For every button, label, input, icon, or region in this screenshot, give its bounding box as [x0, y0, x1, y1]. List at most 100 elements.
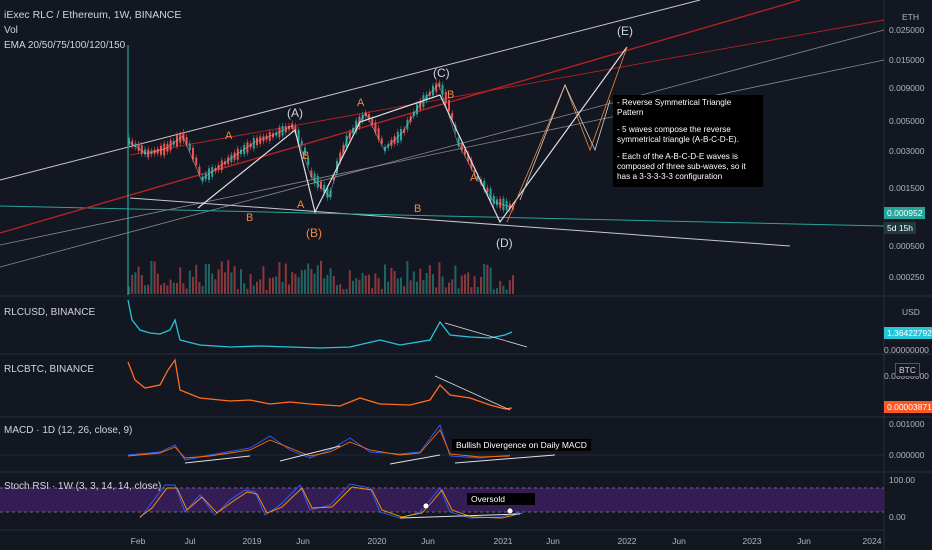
- subwave-b: B: [447, 89, 455, 101]
- volume-bar: [176, 282, 178, 294]
- wave-label-e: (E): [617, 24, 633, 38]
- volume-bar: [316, 265, 319, 294]
- macd-divergence-line-2: [279, 445, 341, 462]
- chart-title: iExec RLC / Ethereum, 1W, BINANCE: [4, 9, 182, 21]
- volume-bar: [313, 273, 316, 294]
- macd-divergence-line-1: [184, 455, 251, 464]
- volume-bar: [505, 289, 508, 294]
- volume-bar: [246, 288, 249, 294]
- volume-bar: [355, 278, 358, 294]
- pattern-note: - Reverse Symmetrical Triangle Pattern -…: [613, 95, 763, 187]
- macd-annotation: Bullish Divergence on Daily MACD: [452, 439, 591, 451]
- volume-bar: [332, 275, 335, 294]
- volume-bar: [182, 283, 185, 294]
- volume-bar: [240, 269, 242, 294]
- volume-bar: [412, 271, 415, 294]
- volume-bar: [140, 275, 143, 294]
- volume-bar: [131, 274, 134, 294]
- stoch-top: 100.00: [889, 475, 915, 485]
- volume-bar: [153, 261, 156, 294]
- time-tick: Jun: [546, 536, 560, 546]
- wave-label-a-paren: (A): [287, 106, 303, 120]
- volume-bar: [345, 288, 348, 294]
- volume-bar: [281, 281, 284, 294]
- rlcbtc-currency: BTC: [895, 363, 920, 377]
- rlcusd-title: RLCUSD, BINANCE: [4, 307, 96, 318]
- volume-bar: [160, 284, 162, 294]
- stoch-title: Stoch RSI · 1W (3, 3, 14, 14, close): [4, 481, 162, 492]
- rlcusd-currency: USD: [902, 307, 920, 317]
- volume-bar: [454, 265, 457, 294]
- subwave-a: A: [357, 97, 365, 109]
- time-tick: Jun: [672, 536, 686, 546]
- volume-bar: [227, 260, 230, 294]
- rlcbtc-last-tag: 0.00003871: [884, 401, 932, 413]
- volume-bar: [364, 275, 367, 294]
- volume-bar: [406, 261, 409, 294]
- volume-bar: [476, 287, 479, 294]
- volume-bar: [211, 273, 214, 294]
- time-tick: Jul: [184, 536, 196, 546]
- red-trend-line-2: [129, 19, 885, 156]
- volume-bar: [163, 283, 166, 294]
- volume-bar: [352, 280, 354, 294]
- volume-bar: [508, 280, 511, 294]
- volume-bar: [144, 285, 146, 294]
- volume-bar: [294, 273, 297, 294]
- subwave-b: B: [246, 212, 254, 224]
- volume-bar: [492, 289, 495, 294]
- volume-bar: [448, 282, 450, 294]
- volume-bar: [166, 285, 169, 294]
- volume-bar: [156, 273, 159, 294]
- volume-bar: [214, 279, 217, 294]
- red-trend-line-1: [0, 0, 801, 234]
- volume-bar: [339, 283, 342, 294]
- volume-bar: [185, 288, 188, 294]
- wave-zigzag: [197, 46, 628, 224]
- volume-bar: [483, 263, 486, 294]
- macd-divergence-line-4: [454, 454, 556, 464]
- volume-bar: [396, 278, 399, 294]
- volume-bar: [460, 275, 463, 294]
- volume-bar: [486, 264, 489, 294]
- volume-bar: [336, 285, 338, 294]
- volume-bar: [384, 264, 386, 294]
- volume-bar: [473, 276, 476, 294]
- volume-bar: [326, 274, 329, 294]
- volume-bar: [425, 272, 428, 294]
- projection-zigzag-2: [519, 83, 611, 201]
- volume-bar: [323, 278, 326, 294]
- stoch-annotation: Oversold: [467, 493, 535, 505]
- wave-label-d-paren: (D): [496, 236, 513, 250]
- subwave-b: B: [302, 150, 310, 162]
- volume-bar: [192, 276, 194, 294]
- macd-title: MACD · 1D (12, 26, close, 9): [4, 425, 133, 436]
- vol-label: Vol: [4, 25, 18, 36]
- volume-bar: [457, 288, 460, 294]
- upper-channel-line: [0, 0, 701, 181]
- macd-signal: [127, 429, 511, 459]
- ema-label: EMA 20/50/75/100/120/150: [4, 40, 126, 51]
- volume-bar: [329, 268, 332, 294]
- price-tick: 0.005000: [889, 116, 925, 126]
- note-line-3: - Each of the A-B-C-D-E waves is compose…: [617, 152, 746, 181]
- volume-bar: [348, 270, 351, 294]
- volume-bar: [358, 279, 361, 294]
- volume-bar: [393, 271, 396, 294]
- currency-label: ETH: [902, 12, 919, 22]
- price-tick: 0.000250: [889, 272, 925, 282]
- volume-group: [127, 45, 514, 295]
- volume-bar: [275, 276, 278, 294]
- volume-bar: [259, 279, 262, 294]
- volume-bar: [220, 261, 223, 294]
- volume-bar: [480, 277, 482, 294]
- macd-top: 0.001000: [889, 419, 925, 429]
- volume-bar: [361, 272, 364, 294]
- rlcusd-bottom: 0.00000000: [884, 345, 929, 355]
- triangle-green-line: [0, 205, 885, 227]
- triangle-lower-line: [129, 197, 791, 247]
- volume-bar: [419, 268, 422, 294]
- volume-bar: [195, 264, 198, 294]
- volume-bar: [169, 279, 172, 294]
